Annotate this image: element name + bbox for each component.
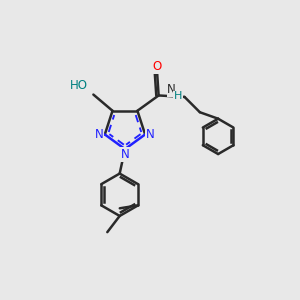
Text: N: N <box>167 83 176 96</box>
Text: N: N <box>146 128 155 141</box>
Text: N: N <box>95 128 104 141</box>
Text: N: N <box>121 148 129 161</box>
Text: H: H <box>174 91 182 101</box>
Text: O: O <box>152 60 162 74</box>
Text: HO: HO <box>70 79 88 92</box>
